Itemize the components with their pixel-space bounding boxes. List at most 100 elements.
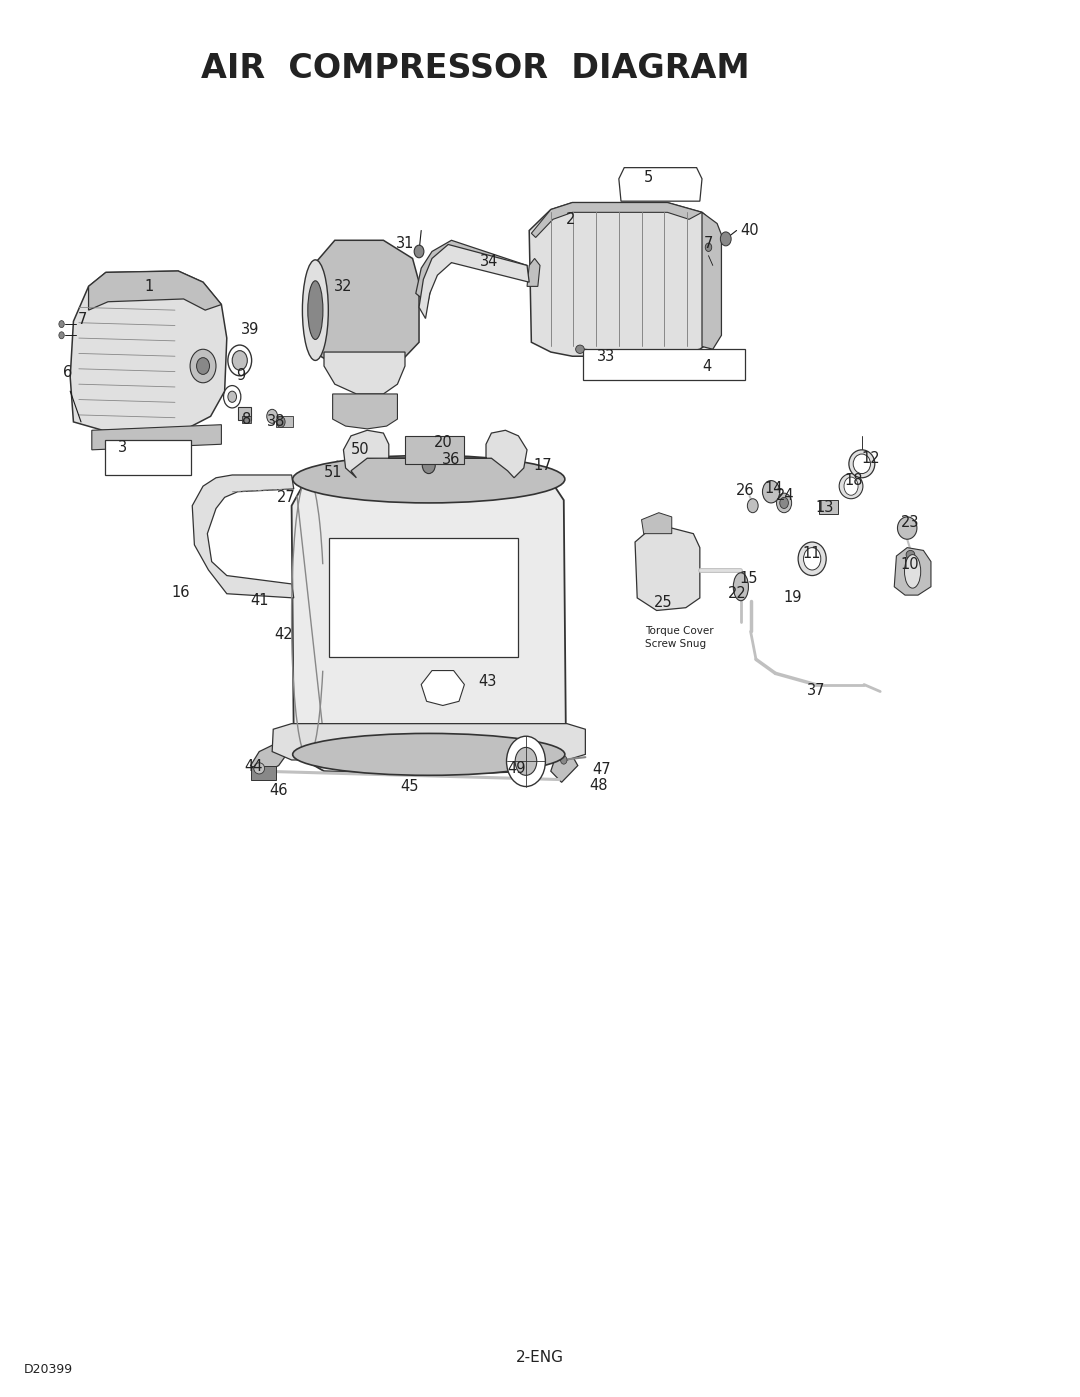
Ellipse shape bbox=[507, 736, 545, 787]
Polygon shape bbox=[416, 240, 527, 303]
Ellipse shape bbox=[422, 457, 435, 474]
Text: 26: 26 bbox=[735, 483, 755, 497]
Text: 22: 22 bbox=[728, 587, 747, 601]
Bar bbox=[105, 440, 191, 475]
Text: 45: 45 bbox=[400, 780, 419, 793]
Text: 4: 4 bbox=[703, 359, 712, 373]
Text: Torque Cover
Screw Snug: Torque Cover Screw Snug bbox=[645, 626, 714, 650]
Ellipse shape bbox=[293, 733, 565, 775]
Text: 46: 46 bbox=[269, 784, 288, 798]
Text: 25: 25 bbox=[653, 595, 673, 609]
Text: 34: 34 bbox=[480, 254, 499, 268]
Bar bbox=[238, 407, 251, 420]
Text: 9: 9 bbox=[237, 369, 245, 383]
Polygon shape bbox=[313, 240, 419, 366]
Polygon shape bbox=[619, 168, 702, 201]
Text: 12: 12 bbox=[861, 451, 880, 465]
Ellipse shape bbox=[905, 555, 920, 588]
Polygon shape bbox=[527, 258, 540, 286]
Ellipse shape bbox=[853, 454, 870, 474]
Text: 44: 44 bbox=[244, 760, 264, 774]
Text: 50: 50 bbox=[350, 443, 369, 457]
Text: 20: 20 bbox=[433, 436, 453, 450]
Text: 10: 10 bbox=[900, 557, 919, 571]
Ellipse shape bbox=[415, 246, 424, 257]
Ellipse shape bbox=[228, 345, 252, 376]
Text: 41: 41 bbox=[249, 594, 269, 608]
Polygon shape bbox=[92, 425, 221, 450]
Ellipse shape bbox=[293, 455, 565, 503]
Text: 33: 33 bbox=[597, 349, 615, 363]
Ellipse shape bbox=[232, 351, 247, 370]
Text: 11: 11 bbox=[802, 546, 822, 560]
Text: 2-ENG: 2-ENG bbox=[516, 1351, 564, 1365]
Ellipse shape bbox=[798, 542, 826, 576]
Bar bbox=[251, 766, 276, 780]
Text: 7: 7 bbox=[78, 313, 86, 327]
Text: 27: 27 bbox=[276, 490, 296, 504]
Ellipse shape bbox=[747, 499, 758, 513]
Polygon shape bbox=[419, 244, 529, 319]
Text: 16: 16 bbox=[171, 585, 190, 599]
Text: 17: 17 bbox=[534, 458, 553, 472]
Ellipse shape bbox=[515, 747, 537, 775]
Text: 23: 23 bbox=[901, 515, 920, 529]
Ellipse shape bbox=[777, 493, 792, 513]
Text: 38: 38 bbox=[267, 415, 286, 429]
Ellipse shape bbox=[561, 756, 567, 764]
Polygon shape bbox=[421, 671, 464, 705]
Text: 24: 24 bbox=[775, 489, 795, 503]
Text: 47: 47 bbox=[592, 763, 611, 777]
Ellipse shape bbox=[839, 474, 863, 499]
Ellipse shape bbox=[780, 497, 788, 509]
Polygon shape bbox=[70, 271, 227, 430]
Ellipse shape bbox=[720, 232, 731, 246]
Text: 14: 14 bbox=[764, 482, 783, 496]
Ellipse shape bbox=[897, 517, 917, 539]
Bar bbox=[329, 538, 518, 657]
Text: 39: 39 bbox=[241, 323, 260, 337]
Text: 2: 2 bbox=[566, 212, 575, 226]
Ellipse shape bbox=[733, 573, 748, 601]
Polygon shape bbox=[251, 738, 294, 775]
Bar bbox=[583, 349, 745, 380]
Ellipse shape bbox=[197, 358, 210, 374]
Ellipse shape bbox=[705, 243, 712, 251]
Ellipse shape bbox=[576, 345, 584, 353]
Ellipse shape bbox=[849, 450, 875, 478]
Text: 31: 31 bbox=[395, 236, 415, 250]
Polygon shape bbox=[642, 513, 672, 534]
Text: 37: 37 bbox=[807, 683, 826, 697]
Polygon shape bbox=[292, 465, 566, 775]
Ellipse shape bbox=[906, 550, 915, 559]
Polygon shape bbox=[89, 271, 221, 310]
Text: 7: 7 bbox=[704, 236, 713, 250]
Polygon shape bbox=[272, 724, 585, 760]
Text: 32: 32 bbox=[334, 279, 353, 293]
Text: AIR  COMPRESSOR  DIAGRAM: AIR COMPRESSOR DIAGRAM bbox=[201, 52, 750, 85]
Ellipse shape bbox=[190, 349, 216, 383]
Text: 6: 6 bbox=[64, 366, 72, 380]
Ellipse shape bbox=[308, 281, 323, 339]
Text: 3: 3 bbox=[118, 440, 126, 454]
Polygon shape bbox=[329, 461, 348, 482]
Ellipse shape bbox=[58, 331, 65, 339]
Polygon shape bbox=[192, 475, 294, 598]
Ellipse shape bbox=[302, 260, 328, 360]
Text: 40: 40 bbox=[740, 224, 759, 237]
Text: 49: 49 bbox=[507, 761, 526, 775]
Text: 15: 15 bbox=[739, 571, 758, 585]
Polygon shape bbox=[635, 528, 700, 610]
Ellipse shape bbox=[267, 409, 278, 423]
Text: 43: 43 bbox=[477, 675, 497, 689]
Text: 42: 42 bbox=[274, 627, 294, 641]
Bar bbox=[405, 436, 464, 464]
Text: 51: 51 bbox=[323, 465, 342, 479]
Polygon shape bbox=[894, 548, 931, 595]
Text: 5: 5 bbox=[644, 170, 652, 184]
Ellipse shape bbox=[254, 763, 265, 774]
Polygon shape bbox=[343, 430, 527, 478]
Ellipse shape bbox=[762, 481, 780, 503]
Bar bbox=[819, 500, 838, 514]
Text: 8: 8 bbox=[242, 412, 251, 426]
